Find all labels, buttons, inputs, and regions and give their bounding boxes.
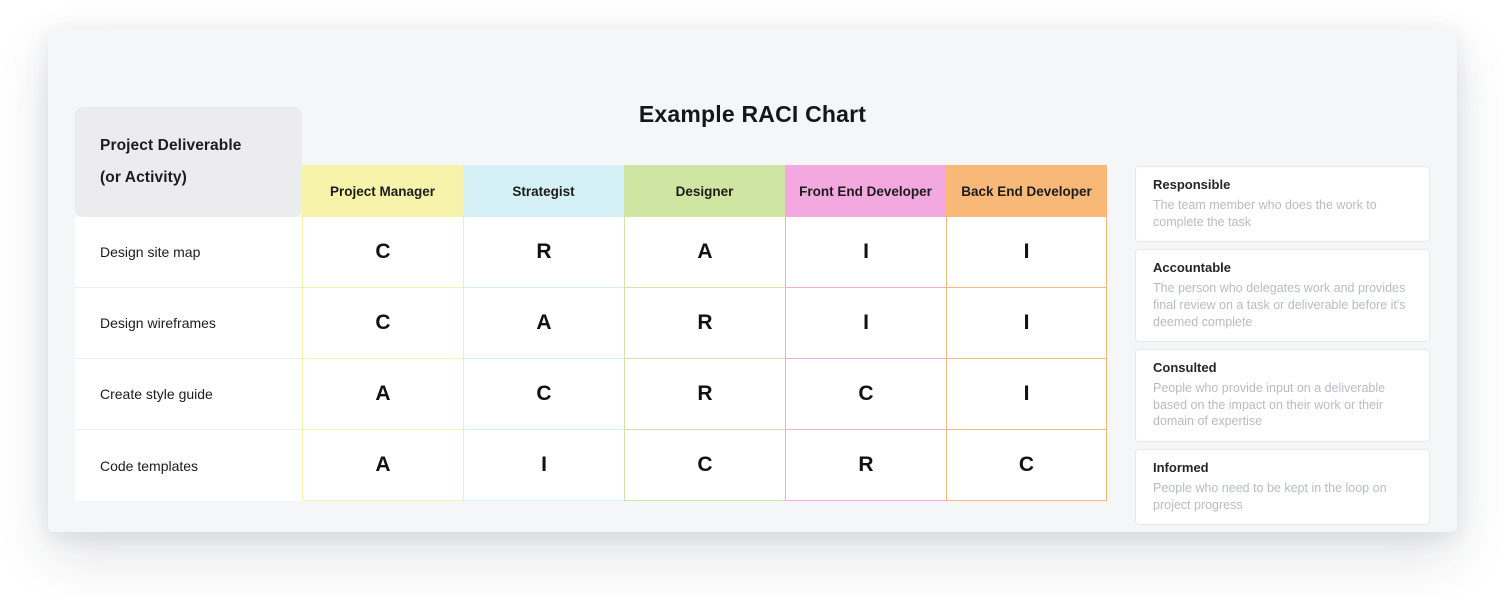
column-header-front-end-developer: Front End Developer [785,165,946,217]
activity-label: Code templates [75,430,302,501]
raci-cell: C [946,430,1107,501]
raci-matrix: Design site map C R A I I Design wirefra… [75,217,1107,501]
legend-definition: People who need to be kept in the loop o… [1153,481,1387,512]
activity-label: Design wireframes [75,288,302,359]
raci-cell: R [785,430,946,501]
activity-label: Create style guide [75,359,302,430]
raci-cell: I [785,217,946,288]
legend-term: Responsible [1153,177,1231,192]
legend-definition: The person who delegates work and provid… [1153,281,1406,329]
legend-definition: People who provide input on a deliverabl… [1153,381,1386,429]
raci-chart-card: Example RACI Chart Project Deliverable (… [48,29,1457,532]
legend-term: Accountable [1153,260,1232,276]
raci-cell: I [946,359,1107,430]
raci-cell: A [463,288,624,359]
legend-card-informed: Informed People who need to be kept in t… [1135,449,1430,526]
legend-card-consulted: Consulted People who provide input on a … [1135,349,1430,442]
raci-cell: C [302,288,463,359]
raci-cell: A [624,217,785,288]
raci-cell: C [302,217,463,288]
raci-cell: I [946,288,1107,359]
raci-cell: I [946,217,1107,288]
page-title: Example RACI Chart [638,101,867,127]
legend-definition: The team member who does the work to com… [1153,198,1377,229]
raci-cell: C [463,359,624,430]
activity-label: Design site map [75,217,302,288]
column-header-strategist: Strategist [463,165,624,217]
legend-term: Consulted [1153,360,1217,376]
corner-header-line1: Project Deliverable [100,137,242,154]
raci-cell: A [302,359,463,430]
column-header-back-end-developer: Back End Developer [946,165,1107,217]
corner-header-line2: (or Activity) [100,169,187,186]
corner-header: Project Deliverable (or Activity) [75,107,302,217]
raci-cell: C [785,359,946,430]
raci-cell: R [624,359,785,430]
raci-cell: A [302,430,463,501]
raci-cell: R [463,217,624,288]
raci-cell: R [624,288,785,359]
legend-term: Informed [1153,460,1209,475]
raci-legend: Responsible The team member who does the… [1135,166,1430,526]
column-header-project-manager: Project Manager [302,165,463,217]
raci-cell: I [785,288,946,359]
legend-card-responsible: Responsible The team member who does the… [1135,166,1430,243]
column-header-designer: Designer [624,165,785,217]
column-headers: Project Manager Strategist Designer Fron… [302,165,1107,217]
legend-card-accountable: Accountable The person who delegates wor… [1135,249,1430,343]
raci-cell: C [624,430,785,501]
raci-cell: I [463,430,624,501]
